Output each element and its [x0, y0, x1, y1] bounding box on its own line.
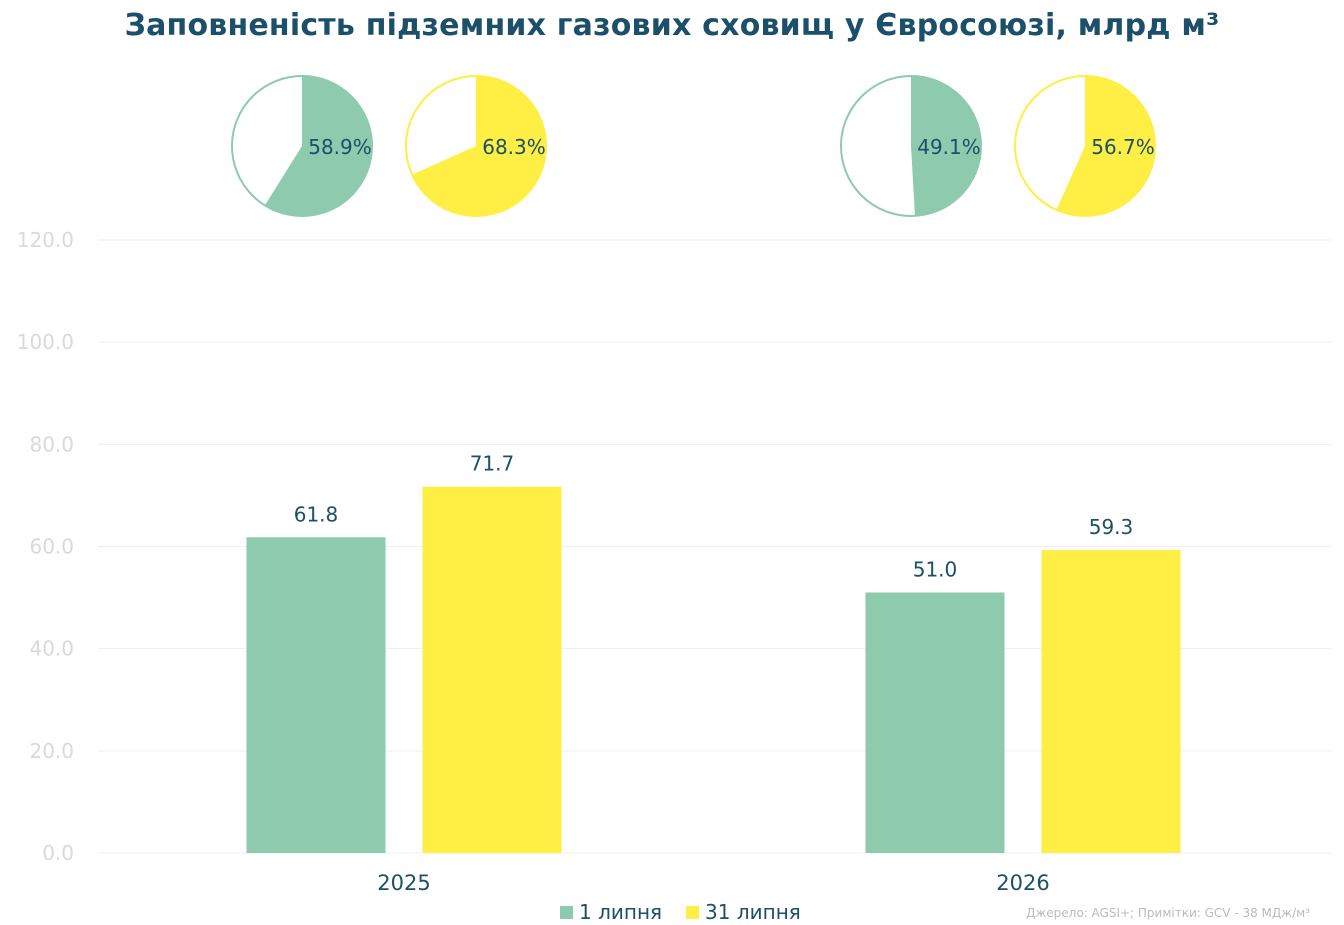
y-tick-label: 40.0 — [29, 637, 74, 661]
bar-data-label: 61.8 — [294, 502, 339, 526]
pie-slice — [264, 76, 373, 216]
y-tick-label: 100.0 — [17, 330, 74, 354]
legend-swatch-1 — [560, 905, 573, 919]
source-note: Джерело: AGSI+; Примітки: GCV - 38 МДж/м… — [1026, 906, 1310, 920]
pie-percent-label: 68.3% — [482, 135, 546, 159]
pie-slice — [412, 76, 546, 216]
x-tick-label: 2026 — [996, 871, 1049, 895]
pie-percent-label: 56.7% — [1091, 135, 1155, 159]
pie-slice — [1056, 76, 1155, 217]
x-tick-label: 2025 — [377, 871, 430, 895]
y-tick-label: 80.0 — [29, 432, 74, 456]
pie-slice — [911, 76, 981, 216]
chart-title: Заповненість підземних газових сховищ у … — [124, 8, 1220, 43]
legend: 1 липня 31 липня — [560, 900, 815, 924]
y-tick-label: 60.0 — [29, 535, 74, 559]
legend-swatch-2 — [686, 905, 700, 919]
bar — [1041, 550, 1181, 853]
bar — [422, 486, 562, 853]
bar-data-label: 71.7 — [470, 452, 515, 476]
y-tick-label: 120.0 — [17, 228, 74, 252]
bar-data-label: 59.3 — [1089, 515, 1134, 539]
legend-item-2: 31 липня — [686, 900, 801, 924]
bar — [246, 537, 386, 853]
bar-data-label: 51.0 — [913, 557, 958, 581]
y-tick-label: 0.0 — [42, 841, 74, 865]
legend-label-1: 1 липня — [579, 900, 663, 924]
legend-label-2: 31 липня — [705, 900, 801, 924]
pie-percent-label: 58.9% — [308, 135, 372, 159]
y-tick-label: 20.0 — [29, 739, 74, 763]
bar — [865, 592, 1005, 853]
legend-item-1: 1 липня — [560, 900, 662, 924]
pie-percent-label: 49.1% — [917, 135, 981, 159]
